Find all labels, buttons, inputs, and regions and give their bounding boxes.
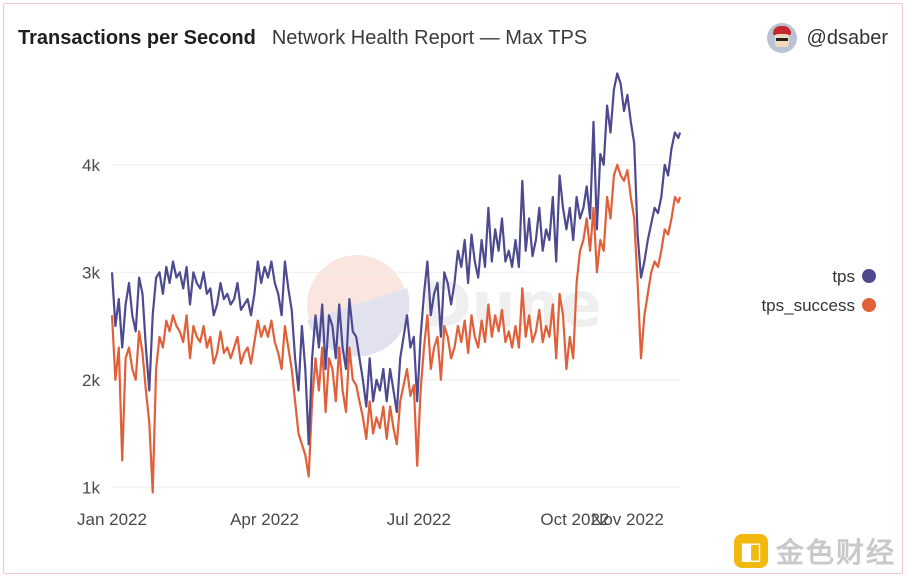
author-badge[interactable]: @dsaber [766, 23, 888, 53]
series-lines [110, 72, 682, 494]
y-tick-label: 3k [82, 263, 100, 282]
dune-logo-wedge [307, 288, 410, 357]
coin-logo-icon: ◧ [733, 534, 768, 568]
author-name[interactable]: @dsaber [806, 26, 888, 49]
y-tick-label: 2k [82, 371, 100, 390]
y-axis-ticks: 1k 2k 3k 4k [82, 156, 100, 498]
y-tick-label: 1k [82, 478, 100, 497]
chart-header: Transactions per Second Network Health R… [18, 22, 888, 54]
avatar[interactable] [766, 23, 797, 53]
x-tick-label: Oct 2022 [540, 510, 609, 529]
footer-watermark: ◧ 金色财经 [733, 531, 896, 571]
series-line-tps_success[interactable] [110, 163, 682, 494]
legend-label-tps[interactable]: tps [832, 267, 855, 286]
footer-watermark-text: 金色财经 [775, 536, 896, 569]
x-tick-label: Apr 2022 [230, 510, 299, 529]
chart-subtitle: Network Health Report — Max TPS [271, 26, 588, 49]
legend-dot-tps_success[interactable] [862, 298, 876, 312]
grid-lines [112, 164, 680, 488]
chart-title: Transactions per Second [18, 26, 256, 49]
legend: tps tps_success [761, 267, 876, 315]
legend-dot-tps[interactable] [862, 269, 876, 283]
series-line-tps[interactable] [110, 72, 682, 446]
x-tick-label: Jul 2022 [387, 510, 451, 529]
x-tick-label: Nov 2022 [591, 510, 664, 529]
legend-label-tps_success[interactable]: tps_success [761, 296, 855, 315]
y-tick-label: 4k [82, 156, 100, 175]
x-tick-label: Jan 2022 [77, 510, 147, 529]
